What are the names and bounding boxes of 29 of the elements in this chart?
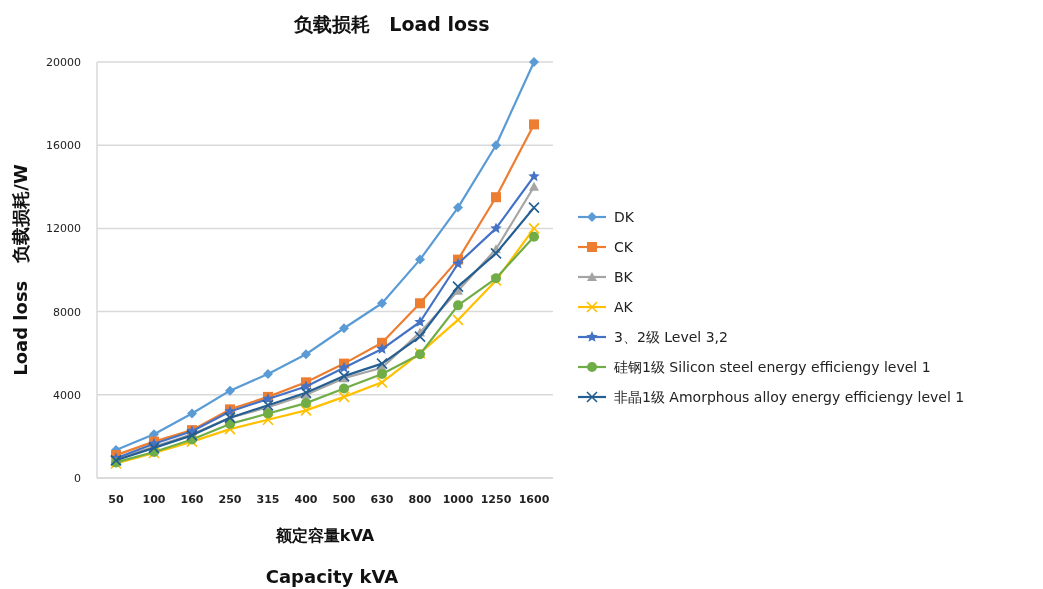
x-tick-label: 500 [332, 493, 356, 506]
x-tick-label: 250 [218, 493, 242, 506]
y-tick-label: 12000 [46, 222, 81, 236]
text: Capacity kVA [265, 566, 399, 587]
legend-label: CK [614, 239, 634, 255]
y-tick-label: 20000 [46, 56, 81, 69]
y-axis-title: Load loss 负载损耗/W [10, 164, 31, 376]
x-axis-title: 额定容量kVA [274, 526, 375, 545]
x-tick-label: 1250 [480, 493, 512, 506]
legend-label: 非晶1级 Amorphous alloy energy efficiengy level 1 [614, 389, 965, 405]
legend-label: 3、2级 Level 3,2 [614, 329, 728, 345]
x-tick-label: 100 [142, 493, 166, 506]
x-tick-label: 400 [294, 493, 318, 506]
x-tick-label: 315 [256, 493, 280, 506]
y-tick-label: 8000 [53, 305, 81, 319]
legend-label: 硅钢1级 Silicon steel energy efficiengy level 1 [613, 359, 931, 375]
y-tick-label: 0 [74, 472, 81, 485]
legend-label: DK [614, 209, 635, 225]
x-tick-label: 50 [108, 493, 124, 506]
x-tick-label: 630 [370, 493, 394, 506]
legend-label: AK [614, 299, 634, 315]
x-tick-label: 1600 [518, 493, 550, 506]
y-tick-label: 16000 [46, 139, 81, 153]
legend-label: BK [614, 269, 634, 285]
x-tick-label: 160 [180, 493, 204, 506]
y-tick-label: 4000 [53, 388, 81, 402]
x-tick-label: 1000 [442, 493, 474, 506]
x-tick-label: 800 [408, 493, 432, 506]
chart-title: 负载损耗 Load loss [293, 13, 490, 35]
